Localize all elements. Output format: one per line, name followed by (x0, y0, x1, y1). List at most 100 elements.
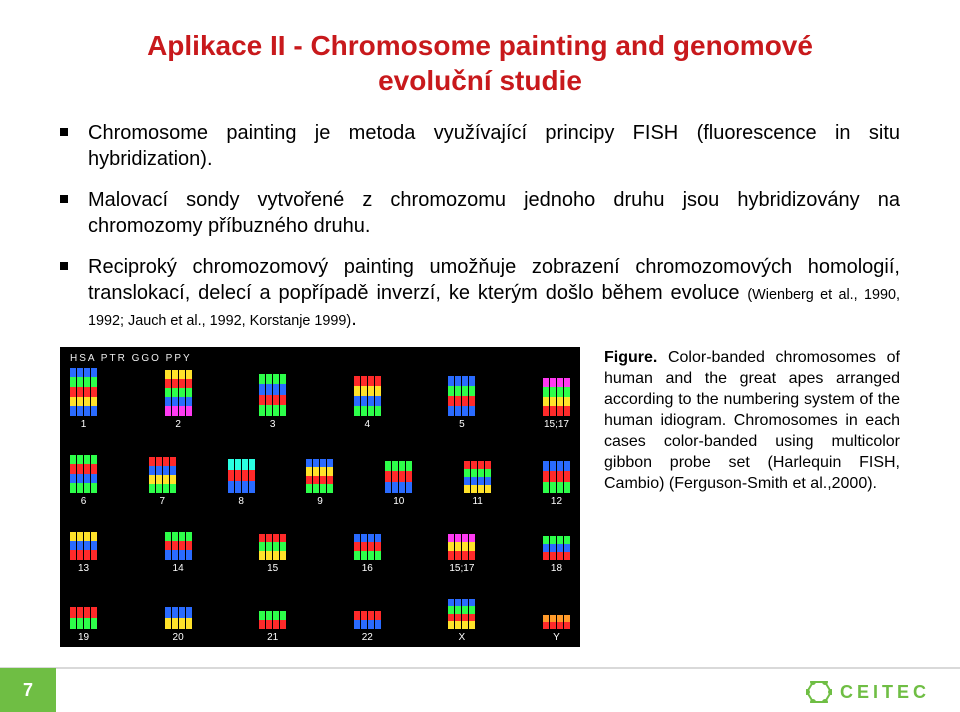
bullet-text: Reciproký chromozomový painting umožňuje… (88, 254, 900, 333)
karyotype-row: 6 7 8 9 10 11 12 (70, 455, 570, 507)
chromosome (259, 534, 265, 560)
chromosome (462, 376, 468, 416)
chromosome (259, 611, 265, 629)
chromosome (550, 615, 556, 629)
chromosome-group: 22 (354, 611, 381, 643)
chromosome (478, 461, 484, 493)
bullet-item: Malovací sondy vytvořené z chromozomu je… (60, 187, 900, 240)
chromosome (469, 534, 475, 560)
chromosome (186, 607, 192, 629)
karyotype-panel: HSA PTR GGO PPY 1234515;1767891011121314… (60, 347, 580, 647)
chromosome (163, 457, 169, 493)
chromosome (70, 368, 76, 416)
caption-text: Color-banded chromosomes of human and th… (604, 349, 900, 493)
chromosome-bands (385, 461, 412, 493)
chromosome-bands (543, 378, 570, 416)
chromosome (455, 599, 461, 629)
chromosome-bands (165, 370, 192, 416)
chromosome-group: 10 (385, 461, 412, 507)
karyotype-rows: 1234515;1767891011121314151615;171819202… (70, 368, 570, 643)
chromosome-group: 14 (165, 532, 192, 574)
chromosome (368, 534, 374, 560)
chromosome (485, 461, 491, 493)
chromosome-label: 4 (365, 419, 371, 430)
brand-text: CEITEC (840, 682, 930, 703)
chromosome-group: 4 (354, 376, 381, 430)
chromosome-group: 9 (306, 459, 333, 507)
chromosome (354, 534, 360, 560)
chromosome (469, 376, 475, 416)
chromosome (543, 461, 549, 493)
chromosome (186, 370, 192, 416)
chromosome-bands (70, 455, 97, 493)
chromosome-group: 5 (448, 376, 475, 430)
chromosome (306, 459, 312, 493)
chromosome (543, 615, 549, 629)
chromosome-label: 2 (175, 419, 181, 430)
chromosome-label: 3 (270, 419, 276, 430)
chromosome-label: 7 (160, 496, 166, 507)
chromosome (564, 378, 570, 416)
chromosome (266, 534, 272, 560)
chromosome (375, 376, 381, 416)
chromosome-label: 11 (472, 496, 482, 507)
chromosome (564, 461, 570, 493)
chromosome-bands (165, 532, 192, 560)
chromosome (368, 611, 374, 629)
karyotype-row: 1314151615;1718 (70, 532, 570, 574)
chromosome (448, 376, 454, 416)
chromosome (469, 599, 475, 629)
karyotype-header: HSA PTR GGO PPY (70, 353, 570, 364)
chromosome-label: 12 (551, 496, 562, 507)
chromosome (91, 368, 97, 416)
chromosome (266, 611, 272, 629)
bullet-text: Malovací sondy vytvořené z chromozomu je… (88, 187, 900, 240)
chromosome-group: 6 (70, 455, 97, 507)
chromosome (77, 532, 83, 560)
chromosome (455, 376, 461, 416)
bullet-list: Chromosome painting je metoda využívajíc… (60, 120, 900, 333)
chromosome (464, 461, 470, 493)
karyotype-row: 19202122XY (70, 599, 570, 643)
chromosome-bands (464, 461, 491, 493)
chromosome (327, 459, 333, 493)
bullet-text: Chromosome painting je metoda využívajíc… (88, 120, 900, 173)
chromosome (242, 459, 248, 493)
chromosome (77, 368, 83, 416)
chromosome (543, 536, 549, 560)
page-number-badge: 7 (0, 668, 56, 712)
chromosome (557, 461, 563, 493)
chromosome (186, 532, 192, 560)
brand-icon (806, 681, 832, 703)
bullet-item: Chromosome painting je metoda využívajíc… (60, 120, 900, 173)
chromosome (280, 534, 286, 560)
chromosome-group: 12 (543, 461, 570, 507)
chromosome (84, 368, 90, 416)
chromosome (550, 461, 556, 493)
chromosome-bands (354, 611, 381, 629)
brand-logo: CEITEC (806, 681, 930, 703)
chromosome-bands (354, 534, 381, 560)
chromosome-bands (354, 376, 381, 416)
chromosome-label: 8 (238, 496, 244, 507)
chromosome (399, 461, 405, 493)
chromosome (165, 370, 171, 416)
figure-caption: Figure. Color-banded chromosomes of huma… (604, 347, 900, 495)
chromosome (280, 611, 286, 629)
chromosome (84, 607, 90, 629)
chromosome-group: 15;17 (448, 534, 475, 574)
chromosome-bands (448, 534, 475, 560)
chromosome-bands (448, 599, 475, 629)
chromosome (385, 461, 391, 493)
chromosome-label: 22 (362, 632, 373, 643)
chromosome (313, 459, 319, 493)
chromosome (84, 455, 90, 493)
chromosome-bands (228, 459, 255, 493)
chromosome-bands (70, 607, 97, 629)
chromosome (91, 607, 97, 629)
chromosome (170, 457, 176, 493)
chromosome (471, 461, 477, 493)
bullet-item: Reciproký chromozomový painting umožňuje… (60, 254, 900, 333)
chromosome-group: 18 (543, 536, 570, 574)
chromosome (354, 611, 360, 629)
